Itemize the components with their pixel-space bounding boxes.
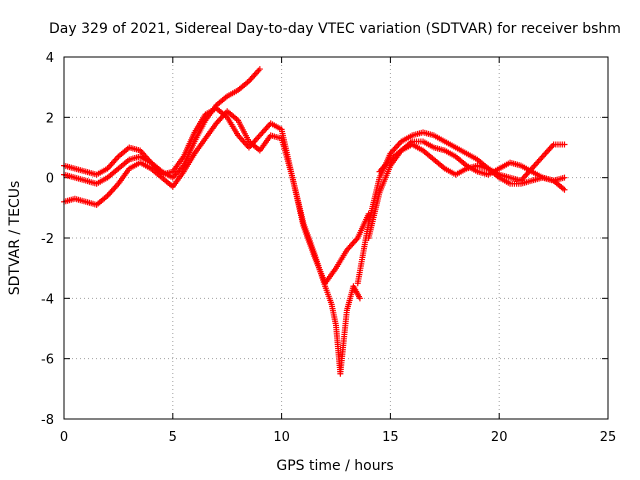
data-point <box>561 141 568 148</box>
y-tick-label: -2 <box>41 232 54 247</box>
chart-title: Day 329 of 2021, Sidereal Day-to-day VTE… <box>49 21 621 37</box>
y-tick-label: 2 <box>46 111 54 126</box>
x-tick-label: 20 <box>491 430 508 445</box>
x-tick-label: 5 <box>169 430 177 445</box>
x-tick-label: 25 <box>600 430 617 445</box>
tick-layer: 0 5 10 15 20 25 -8 -6 -4 -2 0 2 4 <box>41 51 616 445</box>
series-arc-3 <box>61 108 363 377</box>
x-tick-label: 10 <box>273 430 290 445</box>
data-point <box>356 295 363 302</box>
y-tick-label: 0 <box>46 172 54 187</box>
data-marks <box>61 66 568 377</box>
data-point <box>561 174 568 181</box>
data-point <box>256 66 263 73</box>
series-arc-4 <box>354 129 568 287</box>
x-axis-label: GPS time / hours <box>276 458 393 474</box>
series-arc-6 <box>376 141 568 187</box>
y-axis-label: SDTVAR / TECUs <box>7 181 23 296</box>
grid-layer <box>64 57 608 419</box>
y-tick-label: 4 <box>46 51 54 66</box>
plot-frame <box>63 56 609 420</box>
x-tick-label: 0 <box>60 430 68 445</box>
y-tick-label: -8 <box>41 413 54 428</box>
y-tick-label: -4 <box>41 292 54 307</box>
x-tick-label: 15 <box>382 430 399 445</box>
data-point <box>561 186 568 193</box>
y-tick-label: -6 <box>41 353 54 368</box>
